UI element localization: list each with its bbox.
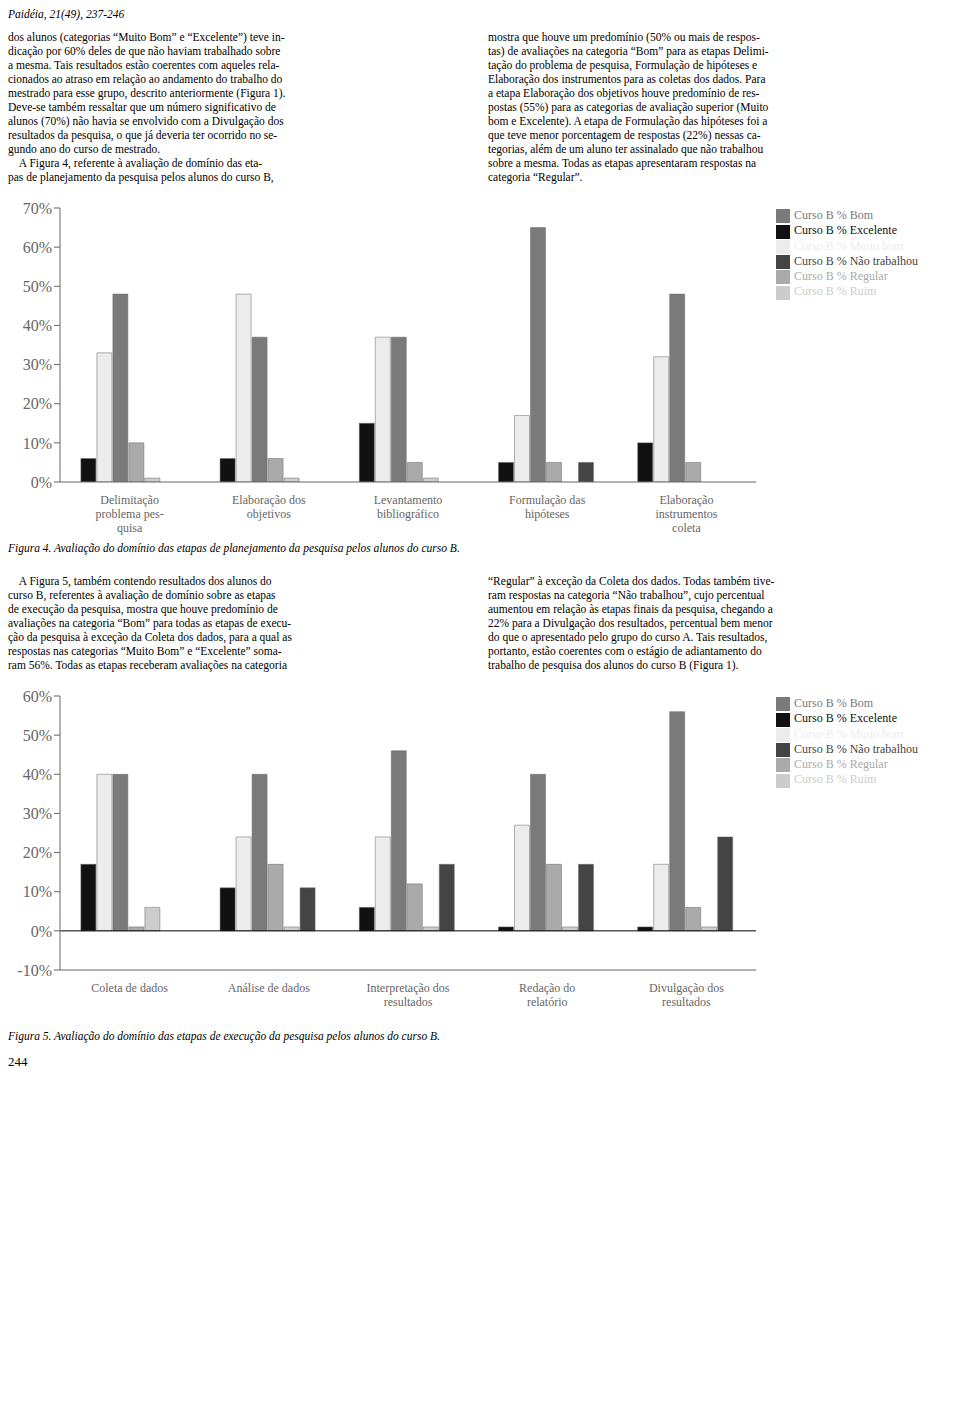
html-text:dicação por 60% deles de que n: dicação por 60% deles de que não haviam …: [8, 45, 281, 57]
html-text:Curso B % Excelente: Curso B % Excelente: [794, 711, 897, 726]
svg-text:Levantamentobibliográfico: Levantamentobibliográfico: [374, 493, 443, 521]
html-text:Deve-se também ressaltar que u: Deve-se também ressaltar que um número s…: [8, 101, 276, 113]
html-text:do que o apresentado pelo grup: do que o apresentado pelo grupo do curso…: [488, 631, 768, 643]
html-text:categoria “Regular”.: categoria “Regular”.: [488, 171, 583, 183]
html-text:Curso B % Excelente: Curso B % Excelente: [794, 223, 897, 238]
svg-text:30%: 30%: [23, 805, 52, 822]
html-text:tas) de avaliações na categori: tas) de avaliações na categoria “Bom” pa…: [488, 45, 769, 57]
html-text:A Figura 4, referente à avalia: A Figura 4, referente à avaliação de dom…: [8, 157, 263, 169]
html-text:a mesma. Tais resultados estão: a mesma. Tais resultados estão coerentes…: [8, 59, 280, 71]
html-text:Curso B % Não trabalhou: Curso B % Não trabalhou: [794, 253, 918, 268]
html-text:Curso B % Ruim: Curso B % Ruim: [794, 772, 877, 787]
html-text:Curso B % Muito bom: Curso B % Muito bom: [794, 726, 904, 741]
html-text:aumentou em relação às etapas: aumentou em relação às etapas finais da …: [488, 603, 773, 615]
svg-text:Coleta de dados: Coleta de dados: [91, 981, 168, 995]
svg-text:Elaboração dosobjetivos: Elaboração dosobjetivos: [232, 493, 306, 521]
html-text:cionados ao atraso em relação: cionados ao atraso em relação ao andamen…: [8, 73, 283, 85]
html-text:portanto, estão coerentes com: portanto, estão coerentes com o estágio …: [488, 645, 762, 657]
svg-text:30%: 30%: [23, 356, 52, 373]
html-text:ção da pesquisa à exceção da C: ção da pesquisa à exceção da Coleta dos …: [8, 631, 292, 643]
html-text:Curso B % Não trabalhou: Curso B % Não trabalhou: [794, 741, 918, 756]
svg-text:60%: 60%: [23, 688, 52, 705]
html-text:ram 56%. Todas as etapas receb: ram 56%. Todas as etapas receberam avali…: [8, 659, 287, 671]
svg-text:Elaboraçãoinstrumentoscoleta: Elaboraçãoinstrumentoscoleta: [655, 493, 717, 535]
svg-text:Delimitaçãoproblema pes-quisa: Delimitaçãoproblema pes-quisa: [95, 493, 163, 535]
html-text:“Regular” à exceção da Coleta: “Regular” à exceção da Coleta dos dados.…: [488, 575, 775, 587]
html-text:de execução da pesquisa, mostr: de execução da pesquisa, mostra que houv…: [8, 603, 278, 615]
svg-text:0%: 0%: [31, 474, 52, 491]
html-text:mestrado para esse grupo, desc: mestrado para esse grupo, descrito anter…: [8, 87, 286, 99]
html-text:Curso B % Muito bom: Curso B % Muito bom: [794, 238, 904, 253]
svg-text:0%: 0%: [31, 923, 52, 940]
svg-text:50%: 50%: [23, 727, 52, 744]
svg-text:Análise de dados: Análise de dados: [228, 981, 310, 995]
svg-text:Interpretação dosresultados: Interpretação dosresultados: [367, 981, 450, 1009]
html-text:bom e Excelente). A etapa de F: bom e Excelente). A etapa de Formulação …: [488, 115, 768, 127]
html-text:A Figura 5, também contendo re: A Figura 5, também contendo resultados d…: [8, 575, 272, 587]
html-text:Curso B % Regular: Curso B % Regular: [794, 757, 888, 771]
html-text:sobre a mesma. Todas as etapas: sobre a mesma. Todas as etapas apresenta…: [488, 157, 757, 169]
svg-text:Redação dorelatório: Redação dorelatório: [519, 981, 575, 1009]
html-text:respostas nas categorias “Muit: respostas nas categorias “Muito Bom” e “…: [8, 645, 282, 657]
html-text:Elaboração dos instrumentos pa: Elaboração dos instrumentos para as cole…: [488, 73, 766, 85]
html-text:ram respostas na categoria “Nã: ram respostas na categoria “Não trabalho…: [488, 589, 765, 601]
svg-text:20%: 20%: [23, 844, 52, 861]
html-text:tegorias, além de um aluno ter: tegorias, além de um aluno ter assinalad…: [488, 143, 764, 155]
html-text:Curso B % Bom: Curso B % Bom: [794, 208, 873, 222]
html-text:244: 244: [8, 1054, 28, 1069]
svg-text:20%: 20%: [23, 395, 52, 412]
html-text:alunos (70%) não havia se envo: alunos (70%) não havia se envolvido com …: [8, 115, 284, 127]
svg-text:40%: 40%: [23, 766, 52, 783]
html-text:Curso B % Regular: Curso B % Regular: [794, 269, 888, 283]
html-text:gundo ano do curso de mestrado: gundo ano do curso de mestrado.: [8, 143, 160, 155]
svg-text:-10%: -10%: [17, 962, 52, 979]
html-text:Curso B % Ruim: Curso B % Ruim: [794, 284, 877, 299]
html-text:avaliações na categoria “Bom”: avaliações na categoria “Bom” para todas…: [8, 617, 292, 629]
svg-text:10%: 10%: [23, 883, 52, 900]
html-text:22% para a Divulgação dos resu: 22% para a Divulgação dos resultados, pe…: [488, 617, 773, 629]
svg-text:70%: 70%: [23, 200, 52, 217]
html-text:tação do problema de pesquisa,: tação do problema de pesquisa, Formulaçã…: [488, 59, 758, 71]
html-text:Figura 4. Avaliação do domínio: Figura 4. Avaliação do domínio das etapa…: [8, 542, 460, 554]
html-text:pas de planejamento da pesquis: pas de planejamento da pesquisa pelos al…: [8, 171, 274, 183]
svg-text:Divulgação dosresultados: Divulgação dosresultados: [649, 981, 724, 1009]
html-text:mostra que houve um predomínio: mostra que houve um predomínio (50% ou m…: [488, 31, 760, 43]
html-text:resultados da pesquisa, o que: resultados da pesquisa, o que já deveria…: [8, 129, 278, 141]
html-text:postas (55%) para as categoria: postas (55%) para as categorias de avali…: [488, 101, 769, 113]
svg-text:40%: 40%: [23, 317, 52, 334]
html-text:que teve menor porcentagem de: que teve menor porcentagem de respostas …: [488, 129, 761, 141]
html-text:Paidéia, 21(49), 237-246: Paidéia, 21(49), 237-246: [8, 8, 125, 20]
html-text:Curso B % Bom: Curso B % Bom: [794, 696, 873, 710]
html-text:Figura 5. Avaliação do domínio: Figura 5. Avaliação do domínio das etapa…: [8, 1030, 440, 1042]
html-text:curso B, referentes à avaliaçã: curso B, referentes à avaliação de domín…: [8, 589, 276, 601]
html-text:dos alunos (categorias “Muito: dos alunos (categorias “Muito Bom” e “Ex…: [8, 31, 285, 43]
svg-text:50%: 50%: [23, 278, 52, 295]
html-text:trabalho de pesquisa dos aluno: trabalho de pesquisa dos alunos do curso…: [488, 659, 739, 671]
svg-text:60%: 60%: [23, 239, 52, 256]
svg-text:10%: 10%: [23, 435, 52, 452]
svg-text:Formulação dashipóteses: Formulação dashipóteses: [509, 493, 586, 521]
html-text:a etapa Elaboração dos objetiv: a etapa Elaboração dos objetivos houve p…: [488, 87, 760, 99]
